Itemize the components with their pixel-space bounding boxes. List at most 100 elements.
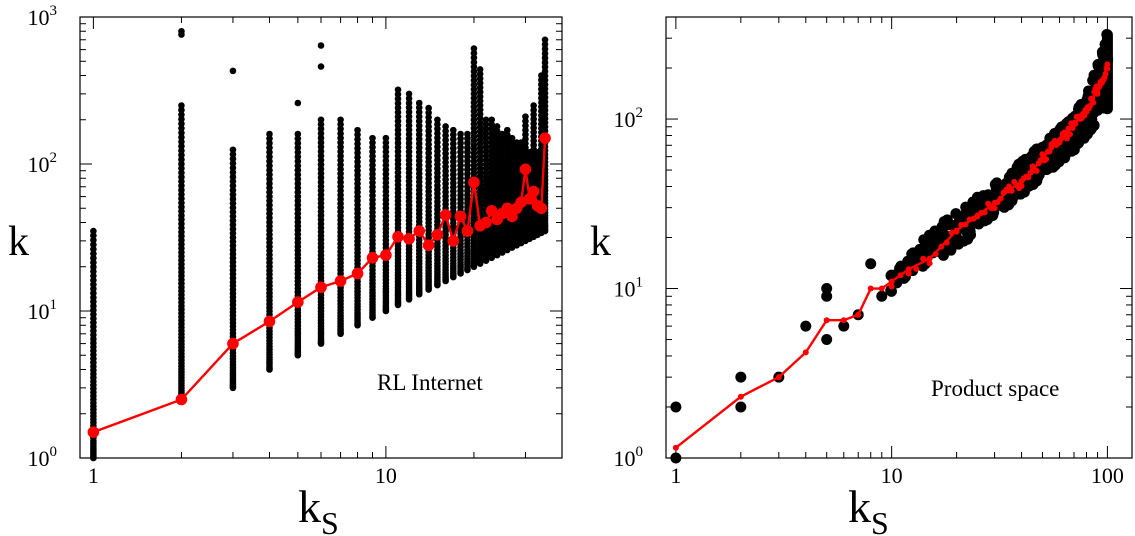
average-line-right xyxy=(672,61,1111,451)
scatter-point xyxy=(482,130,490,137)
scatter-point xyxy=(865,258,877,270)
scatter-point xyxy=(317,63,325,70)
average-point xyxy=(468,176,480,189)
scatter-point xyxy=(470,45,478,52)
scatter-point xyxy=(457,130,464,138)
scatter-point xyxy=(488,116,496,124)
average-point xyxy=(913,265,920,272)
scatter-point xyxy=(405,104,413,111)
scatter-point xyxy=(415,117,423,125)
scatter-point xyxy=(425,114,432,121)
scatter-point xyxy=(476,75,484,82)
scatter-point xyxy=(394,90,402,98)
scatter-point xyxy=(493,132,501,139)
average-point xyxy=(1102,71,1109,78)
average-point xyxy=(366,252,379,264)
scatter-point xyxy=(317,42,325,49)
y-axis-label-left: k xyxy=(8,219,29,265)
scatter-point xyxy=(434,125,441,133)
scatter-point xyxy=(317,116,325,124)
scatter-point xyxy=(457,144,464,151)
scatter-point xyxy=(442,136,449,144)
scatter-point xyxy=(294,99,302,107)
scatter-point xyxy=(498,135,506,142)
scatter-point xyxy=(337,139,344,146)
scatter-point xyxy=(530,111,537,118)
average-point xyxy=(1033,167,1040,174)
scatter-point xyxy=(354,140,361,148)
scatter-point xyxy=(405,90,413,98)
scatter-point xyxy=(415,104,423,111)
average-point xyxy=(519,163,532,176)
average-point xyxy=(431,228,444,241)
scatter-point xyxy=(369,134,376,142)
y-tick-label: 100 xyxy=(28,444,58,471)
scatter-point xyxy=(457,139,464,147)
scatter-point xyxy=(541,50,549,57)
scatter-point xyxy=(735,371,747,383)
scatter-point xyxy=(382,134,390,142)
scatter-point xyxy=(482,116,490,124)
average-point xyxy=(539,132,551,144)
scatter-point xyxy=(522,122,529,130)
scatter-point xyxy=(337,125,344,133)
scatter-point xyxy=(229,155,237,163)
scatter-point xyxy=(294,130,302,138)
scatter-point xyxy=(434,116,441,124)
scatter-point xyxy=(90,232,97,239)
average-point xyxy=(905,266,912,273)
scatter-point xyxy=(266,135,273,142)
scatter-point xyxy=(434,121,441,128)
average-point xyxy=(1043,156,1050,163)
average-point xyxy=(1090,99,1097,106)
scatter-point xyxy=(266,144,273,152)
average-point xyxy=(480,216,492,229)
scatter-point xyxy=(229,160,237,167)
scatter-point xyxy=(178,115,185,123)
scatter-point xyxy=(442,123,449,130)
scatter-point xyxy=(470,54,478,62)
scatter-point xyxy=(266,139,273,147)
average-point xyxy=(1081,112,1088,119)
average-point xyxy=(227,337,239,350)
scatter-point xyxy=(90,236,97,244)
scatter-point xyxy=(498,144,506,152)
average-point xyxy=(447,235,460,247)
scatter-point xyxy=(178,27,185,35)
scatter-point xyxy=(493,123,501,130)
scatter-point xyxy=(1101,29,1113,41)
scatter-point xyxy=(885,285,897,297)
average-point xyxy=(315,281,327,294)
average-point xyxy=(1018,183,1025,190)
scatter-point xyxy=(1088,119,1100,131)
scatter-point xyxy=(178,124,185,132)
average-point xyxy=(1066,131,1073,138)
scatter-point xyxy=(90,241,97,248)
scatter-point xyxy=(670,401,682,413)
scatter-point xyxy=(369,139,376,146)
scatter-point xyxy=(266,153,273,161)
average-point xyxy=(888,283,895,290)
scatter-point xyxy=(394,95,402,103)
scatter-point xyxy=(294,144,302,152)
scatter-point xyxy=(541,45,549,53)
scatter-point xyxy=(470,72,478,80)
average-point xyxy=(334,275,347,287)
scatter-point xyxy=(508,139,516,146)
average-line-left xyxy=(87,132,551,438)
scatter-point xyxy=(354,131,361,139)
scatter-point xyxy=(522,113,529,120)
scatter-point xyxy=(337,134,344,142)
average-point xyxy=(263,315,276,328)
average-point xyxy=(292,296,304,308)
y-axis-label-right: k xyxy=(590,219,611,265)
scatter-points-left xyxy=(90,27,549,462)
scatter-point xyxy=(90,227,97,235)
average-point xyxy=(87,426,100,438)
average-point xyxy=(932,250,939,257)
scatter-point xyxy=(354,135,361,143)
average-point xyxy=(1094,90,1101,97)
average-point xyxy=(1058,135,1065,142)
average-point xyxy=(737,393,744,400)
